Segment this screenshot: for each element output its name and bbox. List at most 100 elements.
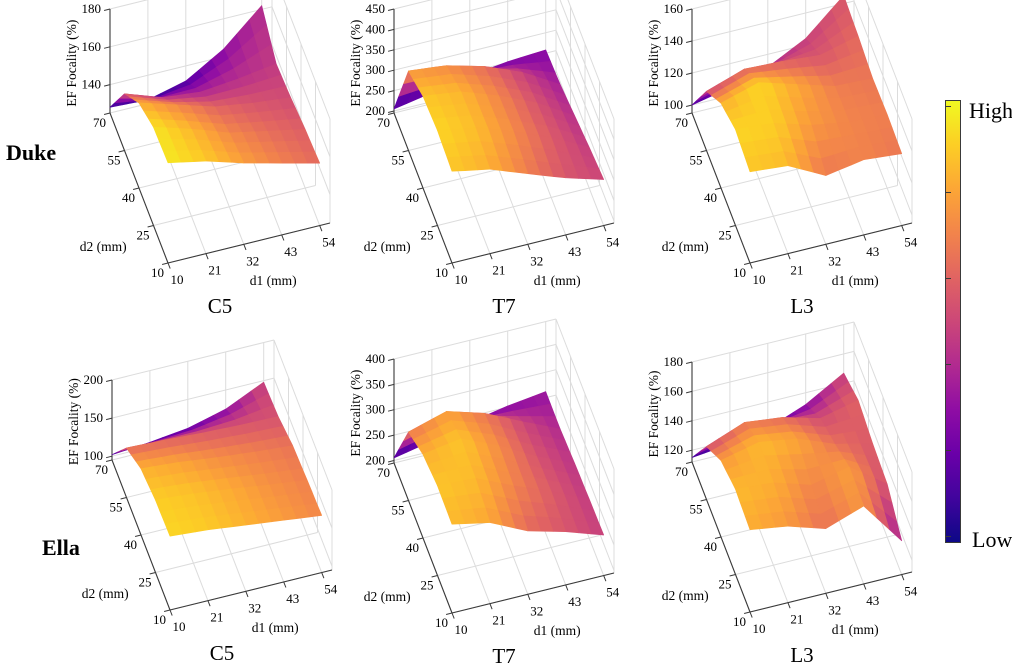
colorbar <box>945 100 961 543</box>
y-tick-label: 40 <box>406 190 419 205</box>
z-axis-label: EF Focality (%) <box>64 20 79 107</box>
z-tick-label: 250 <box>366 83 386 98</box>
surface-quad <box>744 155 763 173</box>
y-axis-label: d2 (mm) <box>364 589 411 604</box>
y-tick-label: 55 <box>108 153 121 168</box>
axis-labels: 140 160 180 10 25 40 55 70 10 21 32 43 54 d2 (mm) d1 (… <box>64 1 336 318</box>
x-axis-label: d1 (mm) <box>832 273 879 288</box>
x-axis-label: d1 (mm) <box>534 273 581 288</box>
colorbar-tick <box>946 278 951 279</box>
x-axis-label: d1 (mm) <box>832 622 879 637</box>
y-tick-label: 70 <box>95 462 108 477</box>
x-tick-label: 43 <box>866 244 879 259</box>
z-tick-label: 120 <box>664 442 684 457</box>
y-tick-label: 40 <box>406 540 419 555</box>
x-tick-label: 32 <box>246 253 259 268</box>
z-tick-label: 450 <box>366 1 386 16</box>
y-tick-label: 25 <box>137 228 150 243</box>
y-tick-label: 25 <box>719 228 732 243</box>
z-axis-label: EF Focality (%) <box>348 370 363 457</box>
y-tick-label: 40 <box>124 537 137 552</box>
x-tick-label: 54 <box>904 235 918 250</box>
y-tick-label: 55 <box>392 503 405 518</box>
x-tick-label: 32 <box>530 253 543 268</box>
tick-marks <box>387 358 607 619</box>
plot-duke-c5: 140 160 180 10 25 40 55 70 10 21 32 43 54 d2 (mm) d1 (… <box>64 0 336 318</box>
y-tick-label: 25 <box>421 228 434 243</box>
axis-labels: 200 250 300 350 400 10 25 40 55 70 10 21 32 43 54 d2 (m… <box>348 351 620 668</box>
x-tick-label: 10 <box>173 619 186 634</box>
y-axis-label: d2 (mm) <box>662 588 709 603</box>
z-axis-label: EF Focality (%) <box>646 371 661 458</box>
z-tick-label: 200 <box>366 453 386 468</box>
x-tick-label: 43 <box>568 594 581 609</box>
colorbar-low-label: Low <box>972 527 1012 552</box>
z-tick-label: 350 <box>366 42 386 57</box>
tick-marks <box>685 8 905 269</box>
x-tick-label: 54 <box>322 235 336 250</box>
tick-marks <box>387 8 607 269</box>
x-tick-label: 43 <box>286 591 299 606</box>
y-tick-label: 40 <box>704 539 717 554</box>
z-tick-label: 100 <box>84 448 104 463</box>
x-tick-label: 21 <box>210 610 223 625</box>
y-tick-label: 25 <box>139 575 152 590</box>
surface-quad <box>744 514 763 530</box>
tick-marks <box>685 361 905 618</box>
y-tick-label: 10 <box>151 265 164 280</box>
row-label-duke: Duke <box>6 140 57 165</box>
z-tick-label: 200 <box>84 372 104 387</box>
x-tick-label: 21 <box>492 263 505 278</box>
x-tick-label: 10 <box>171 272 184 287</box>
colorbar-tick <box>946 364 951 365</box>
colorbar-tick <box>946 536 951 537</box>
y-tick-label: 70 <box>377 115 390 130</box>
z-tick-label: 400 <box>366 351 386 366</box>
z-tick-label: 150 <box>84 410 104 425</box>
y-tick-label: 70 <box>675 115 688 130</box>
subplot-title: L3 <box>790 643 813 667</box>
axis-labels: 200 250 300 350 400 450 10 25 40 55 70 10 21 32 43 54 d2… <box>348 1 620 318</box>
surface-quad <box>164 521 183 537</box>
subplot-title: T7 <box>492 644 515 668</box>
x-tick-label: 10 <box>753 621 766 636</box>
x-tick-label: 43 <box>284 244 297 259</box>
y-tick-label: 25 <box>421 578 434 593</box>
y-tick-label: 10 <box>435 615 448 630</box>
tick-marks <box>103 8 323 269</box>
y-tick-label: 10 <box>153 612 166 627</box>
x-tick-label: 10 <box>753 272 766 287</box>
axis-labels: 100 150 200 10 25 40 55 70 10 21 32 43 54 d2 (mm) d1 (… <box>66 372 338 665</box>
z-tick-label: 200 <box>366 103 386 118</box>
z-tick-label: 160 <box>664 1 684 16</box>
y-tick-label: 55 <box>690 502 703 517</box>
y-tick-label: 70 <box>93 115 106 130</box>
z-axis-label: EF Focality (%) <box>646 20 661 107</box>
plot-ella-l3: 120 140 160 180 10 25 40 55 70 10 21 32 43 54 d2 (mm) d… <box>646 321 918 667</box>
y-tick-label: 10 <box>733 614 746 629</box>
x-axis-label: d1 (mm) <box>534 623 581 638</box>
colorbar-tick <box>946 450 951 451</box>
subplot-title: C5 <box>208 294 233 318</box>
subplot-title: T7 <box>492 294 515 318</box>
x-tick-label: 21 <box>492 613 505 628</box>
y-tick-label: 55 <box>690 153 703 168</box>
plot-ella-c5: 100 150 200 10 25 40 55 70 10 21 32 43 54 d2 (mm) d1 (… <box>66 339 338 665</box>
y-tick-label: 70 <box>675 464 688 479</box>
surface-mesh <box>691 0 903 176</box>
surface-mesh <box>691 372 903 542</box>
z-tick-label: 160 <box>664 383 684 398</box>
z-tick-label: 350 <box>366 376 386 391</box>
surface-mesh <box>111 381 323 537</box>
y-axis-label: d2 (mm) <box>364 239 411 254</box>
y-tick-label: 10 <box>435 265 448 280</box>
tick-marks <box>105 379 325 616</box>
surface-quad <box>446 156 465 172</box>
plot-duke-t7: 200 250 300 350 400 450 10 25 40 55 70 10 21 32 43 54 d2… <box>348 0 620 318</box>
z-tick-label: 100 <box>664 97 684 112</box>
z-tick-label: 120 <box>664 65 684 80</box>
y-tick-label: 55 <box>110 500 123 515</box>
x-tick-label: 10 <box>455 622 468 637</box>
y-axis-label: d2 (mm) <box>82 586 129 601</box>
